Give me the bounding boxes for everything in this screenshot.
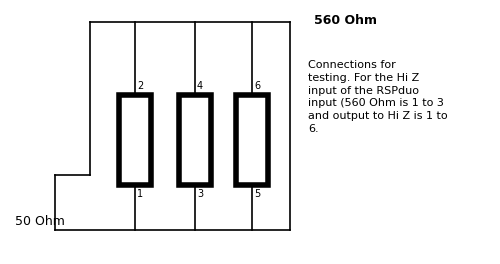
Text: 4: 4 — [197, 81, 203, 91]
Text: 5: 5 — [254, 189, 260, 199]
Text: 1: 1 — [137, 189, 143, 199]
Text: 3: 3 — [197, 189, 203, 199]
Text: 6: 6 — [254, 81, 260, 91]
Text: 560 Ohm: 560 Ohm — [314, 14, 376, 27]
Bar — [236, 95, 268, 185]
Bar — [179, 95, 211, 185]
Text: 2: 2 — [137, 81, 143, 91]
Bar — [119, 95, 151, 185]
Text: Connections for
testing. For the Hi Z
input of the RSPduo
input (560 Ohm is 1 to: Connections for testing. For the Hi Z in… — [308, 60, 448, 134]
Text: 50 Ohm: 50 Ohm — [15, 215, 65, 228]
